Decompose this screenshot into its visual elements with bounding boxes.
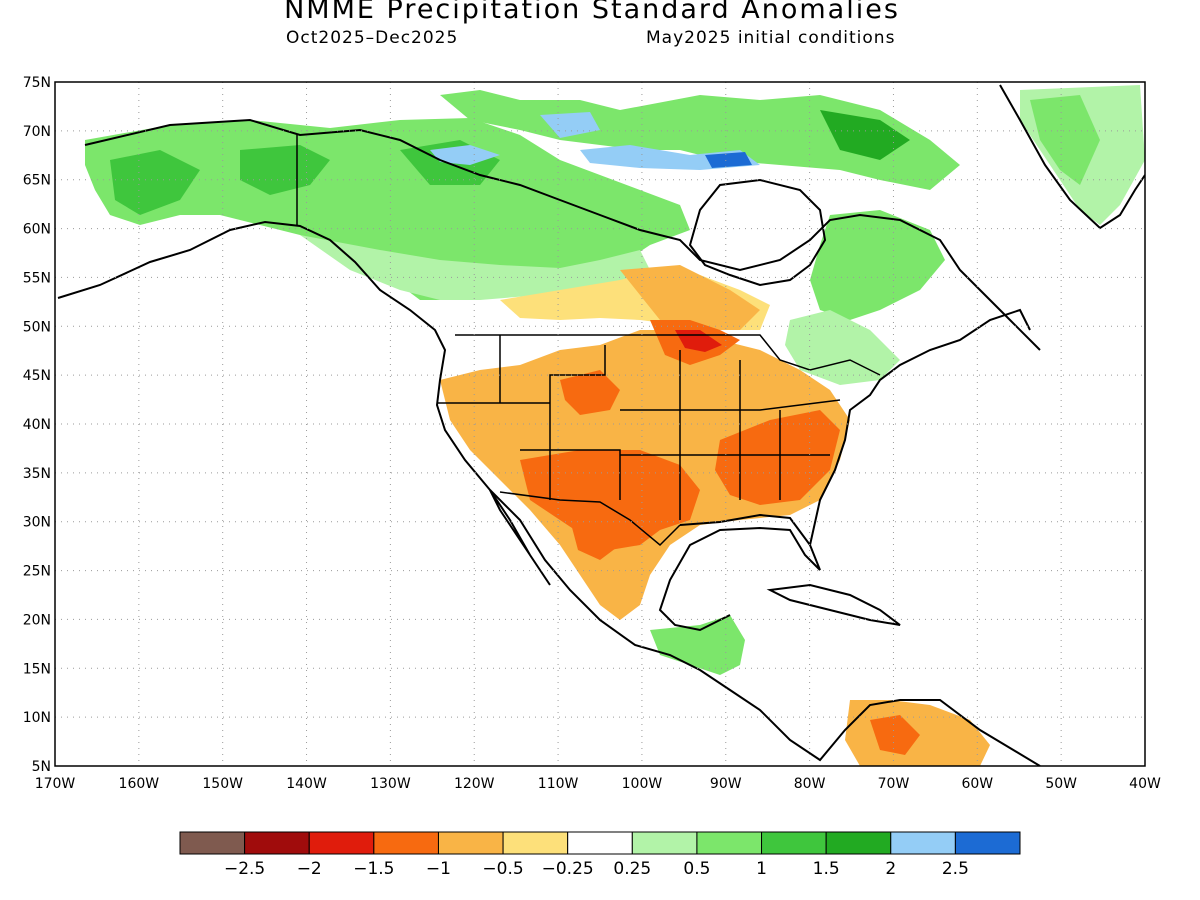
coastline-baja — [489, 489, 551, 586]
coastline-gulf-of-mexico — [658, 513, 821, 632]
colorbar-swatch — [502, 831, 569, 855]
lon-tick-label: 160W — [119, 776, 160, 792]
wet-blue-arctic-2 — [540, 112, 600, 138]
lon-tick-label: 150W — [202, 776, 243, 792]
colorbar-swatch — [696, 831, 763, 855]
lat-tick-label: 70N — [23, 124, 51, 140]
lon-tick-label: 100W — [622, 776, 663, 792]
lat-tick-label: 5N — [32, 759, 51, 775]
colorbar-label: −0.5 — [482, 859, 523, 879]
lon-tick-label: 120W — [454, 776, 495, 792]
wet-anomaly-ontario-east — [785, 310, 900, 385]
lon-tick-label: 130W — [370, 776, 411, 792]
lat-tick-label: 30N — [23, 515, 51, 531]
coastline-east-usa — [809, 308, 1031, 546]
political-borders — [296, 134, 881, 547]
coastline-arctic — [84, 118, 1041, 351]
colorbar-swatch — [179, 831, 246, 855]
colorbar-label: −2 — [297, 859, 322, 879]
lat-tick-label: 10N — [23, 710, 51, 726]
lat-tick-label: 50N — [23, 319, 51, 335]
dry-strong-mexico — [570, 520, 620, 560]
coastline-cuba — [766, 583, 901, 626]
colorbar-swatch — [890, 831, 956, 855]
colorbar-swatch — [761, 831, 827, 855]
lat-tick-label: 55N — [23, 270, 51, 286]
wet-anomaly-central-america — [650, 615, 745, 675]
lon-tick-label: 170W — [35, 776, 76, 792]
colorbar-label: −1 — [426, 859, 451, 879]
colorbar-swatch — [631, 831, 698, 855]
colorbar-swatch — [244, 831, 310, 855]
colorbar-swatch — [567, 831, 633, 855]
lon-tick-label: 110W — [538, 776, 579, 792]
coastline-hudson-bay — [688, 178, 827, 287]
lon-tick-label: 50W — [1045, 776, 1077, 792]
map-frame — [54, 81, 1146, 767]
coastlines — [57, 84, 1145, 766]
border-usa-canada — [455, 334, 881, 376]
colorbar-label: −2.5 — [224, 859, 265, 879]
state-borders-west — [437, 335, 621, 500]
wet-core-yukon — [240, 145, 330, 195]
colorbar-swatch — [437, 831, 504, 855]
wet-core-alaska — [110, 150, 200, 215]
lon-tick-label: 140W — [286, 776, 327, 792]
colorbar-label: −0.25 — [542, 859, 594, 879]
lon-tick-label: 60W — [961, 776, 993, 792]
colorbar-label: 2 — [885, 859, 896, 879]
dry-strong-venezuela — [870, 715, 920, 755]
dry-strong-southern-plains — [520, 450, 700, 550]
colorbar-swatch — [308, 831, 375, 855]
longitude-axis: 170W 160W 150W 140W 130W 120W 110W 100W 90W 80W 70… — [35, 776, 1161, 792]
colorbar-label: 2.5 — [942, 859, 969, 879]
colorbar-label: 0.25 — [613, 859, 651, 879]
colorbar-swatch — [954, 831, 1021, 855]
lat-tick-label: 60N — [23, 222, 51, 238]
lat-tick-label: 65N — [23, 173, 51, 189]
lat-tick-label: 20N — [23, 612, 51, 628]
colorbar-swatch — [825, 831, 892, 855]
lon-tick-label: 80W — [794, 776, 826, 792]
lat-tick-label: 75N — [23, 75, 51, 91]
state-borders-east — [620, 350, 841, 520]
dry-moderate-canada — [620, 265, 760, 330]
wet-light-band — [300, 235, 650, 300]
dry-strong-central — [560, 370, 620, 415]
initial-conditions: May2025 initial conditions — [646, 28, 896, 48]
wet-anomaly-alaska-canada — [85, 118, 690, 300]
wet-core-greenland — [1030, 95, 1100, 185]
coastline-greenland — [999, 84, 1145, 230]
colorbar-label: 1.5 — [813, 859, 840, 879]
anomaly-fields — [85, 85, 1145, 766]
lat-tick-label: 35N — [23, 466, 51, 482]
lat-tick-label: 45N — [23, 368, 51, 384]
wet-blue-arctic-1 — [430, 145, 500, 165]
latitude-axis: 75N 70N 65N 60N 55N 50N 45N 40N 35N 30N 25N 20N 15N 1… — [23, 75, 51, 775]
colorbar-label: 1 — [756, 859, 767, 879]
forecast-period: Oct2025–Dec2025 — [286, 28, 459, 48]
map-title: NMME Precipitation Standard Anomalies — [284, 0, 900, 25]
lon-tick-label: 40W — [1129, 776, 1161, 792]
lon-tick-label: 70W — [878, 776, 910, 792]
wet-core-arctic — [820, 110, 910, 160]
lat-tick-label: 40N — [23, 417, 51, 433]
wet-darkblue-arctic — [705, 152, 752, 168]
lat-tick-label: 25N — [23, 564, 51, 580]
grid-lines — [55, 82, 1145, 766]
lat-tick-label: 15N — [23, 661, 51, 677]
colorbar-label: −1.5 — [353, 859, 394, 879]
colorbar-label: 0.5 — [683, 859, 710, 879]
lon-tick-label: 90W — [710, 776, 742, 792]
colorbar-swatch — [373, 831, 439, 855]
dry-strong-southeast — [715, 410, 840, 505]
colorbar: −2.5 −2 −1.5 −1 −0.5 −0.25 0.25 0.5 1 1.5 2 2.5 — [179, 831, 1021, 879]
wet-anomaly-quebec — [810, 210, 945, 320]
